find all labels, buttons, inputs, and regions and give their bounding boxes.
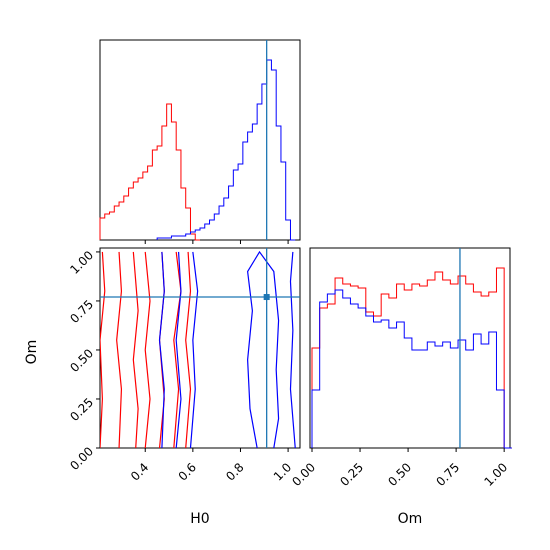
- red-contour-2: [132, 251, 139, 448]
- h0-histogram-panel: [99, 39, 301, 244]
- h0-tick-label-1: 0.6: [176, 460, 199, 483]
- h0-hist-frame: [99, 39, 301, 241]
- red-contour-0: [100, 251, 106, 448]
- contour-frame: [99, 247, 301, 449]
- h0-hist-blue-series: [156, 59, 296, 241]
- om-tick-label-3: 0.75: [433, 460, 462, 489]
- om-tick-label-2: 0.50: [385, 460, 414, 489]
- om-left-tick-label-3: 0.75: [67, 297, 96, 326]
- red-contour-5: [173, 251, 182, 448]
- om-hist-frame: [309, 247, 511, 449]
- om-tick-label-4: 1.00: [481, 460, 510, 489]
- blue-contour-4: [289, 251, 296, 448]
- om-left-tick-label-1: 0.25: [67, 395, 96, 424]
- red-contour-1: [116, 251, 123, 448]
- blue-contour-1: [175, 251, 182, 448]
- x-axis-label-h0: H0: [190, 511, 209, 527]
- om-tick-label-1: 0.25: [337, 460, 366, 489]
- red-contour-3: [144, 251, 151, 448]
- h0-om-contour-panel: 0.4 0.6 0.8 1.00.000.250.500.751.00: [67, 247, 301, 484]
- om-hist-blue-series: [311, 289, 512, 449]
- om-hist-red-series: [311, 267, 512, 449]
- h0-tick-label-2: 0.8: [223, 460, 246, 483]
- om-tick-label-0: 0.00: [289, 460, 318, 489]
- blue-contour-3: [246, 250, 280, 448]
- om-left-tick-label-0: 0.00: [67, 444, 96, 473]
- blue-contour-0: [158, 251, 165, 448]
- om-histogram-panel: 0.00 0.25 0.50 0.75 1.00: [289, 247, 512, 489]
- om-left-tick-label-4: 1.00: [67, 248, 96, 277]
- h0-hist-red-series: [99, 103, 200, 241]
- blue-contour-2: [189, 251, 199, 448]
- om-left-tick-label-2: 0.50: [67, 346, 96, 375]
- contour-lines: [100, 248, 300, 448]
- h0-tick-label-0: 0.4: [128, 460, 151, 483]
- x-axis-label-om: Om: [398, 511, 423, 527]
- red-contour-6: [185, 251, 192, 448]
- truth-marker: [263, 294, 270, 301]
- y-axis-label-om: Om: [24, 340, 40, 365]
